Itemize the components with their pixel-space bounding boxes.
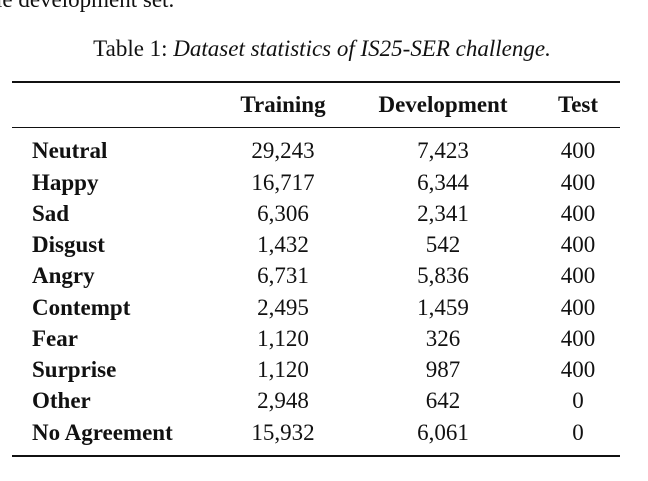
cell: 400 — [560, 263, 596, 288]
caption-label: Table 1: — [93, 36, 168, 61]
caption: Table 1: Dataset statistics of IS25-SER … — [93, 37, 551, 60]
cell: 6,306 — [257, 201, 309, 226]
row-label: Other — [32, 388, 91, 413]
cell: 542 — [425, 232, 461, 257]
caption-text: Dataset statistics of IS25-SER challenge… — [173, 36, 551, 61]
cell: 2,495 — [257, 295, 309, 320]
row-label: Angry — [32, 263, 95, 288]
column-header: Development — [378, 92, 508, 117]
row-label: Surprise — [32, 357, 117, 382]
column-header: Test — [557, 92, 599, 117]
cell: 0 — [572, 388, 584, 413]
cell: 6,731 — [257, 263, 309, 288]
cell: 15,932 — [251, 420, 315, 445]
cell: 400 — [560, 326, 596, 351]
top-rule — [12, 81, 620, 83]
cell: 2,341 — [417, 201, 469, 226]
cell: 7,423 — [417, 138, 469, 163]
mid-rule — [12, 127, 620, 128]
cell: 326 — [425, 326, 461, 351]
cell: 1,459 — [417, 295, 469, 320]
cell: 987 — [425, 357, 461, 382]
cell: 6,344 — [417, 170, 469, 195]
cell: 400 — [560, 357, 596, 382]
row-label: Neutral — [32, 138, 108, 163]
cell: 1,120 — [257, 326, 309, 351]
cell: 2,948 — [257, 388, 309, 413]
cell: 400 — [560, 295, 596, 320]
column-header: Training — [240, 92, 326, 117]
row-label: No Agreement — [32, 420, 173, 445]
cell: 1,120 — [257, 357, 309, 382]
cell: 400 — [560, 170, 596, 195]
row-label: Disgust — [32, 232, 105, 257]
cell: 1,432 — [257, 232, 309, 257]
body-text: le development set. — [0, 0, 174, 11]
bottom-rule — [12, 455, 620, 457]
cell: 0 — [572, 420, 584, 445]
row-label: Contempt — [32, 295, 131, 320]
cell: 642 — [425, 388, 461, 413]
row-label: Sad — [32, 201, 70, 226]
cell: 16,717 — [251, 170, 315, 195]
row-label: Fear — [32, 326, 78, 351]
cell: 400 — [560, 138, 596, 163]
cell: 6,061 — [417, 420, 469, 445]
cell: 400 — [560, 232, 596, 257]
cell: 29,243 — [251, 138, 315, 163]
cell: 5,836 — [417, 263, 469, 288]
cell: 400 — [560, 201, 596, 226]
row-label: Happy — [32, 170, 99, 195]
